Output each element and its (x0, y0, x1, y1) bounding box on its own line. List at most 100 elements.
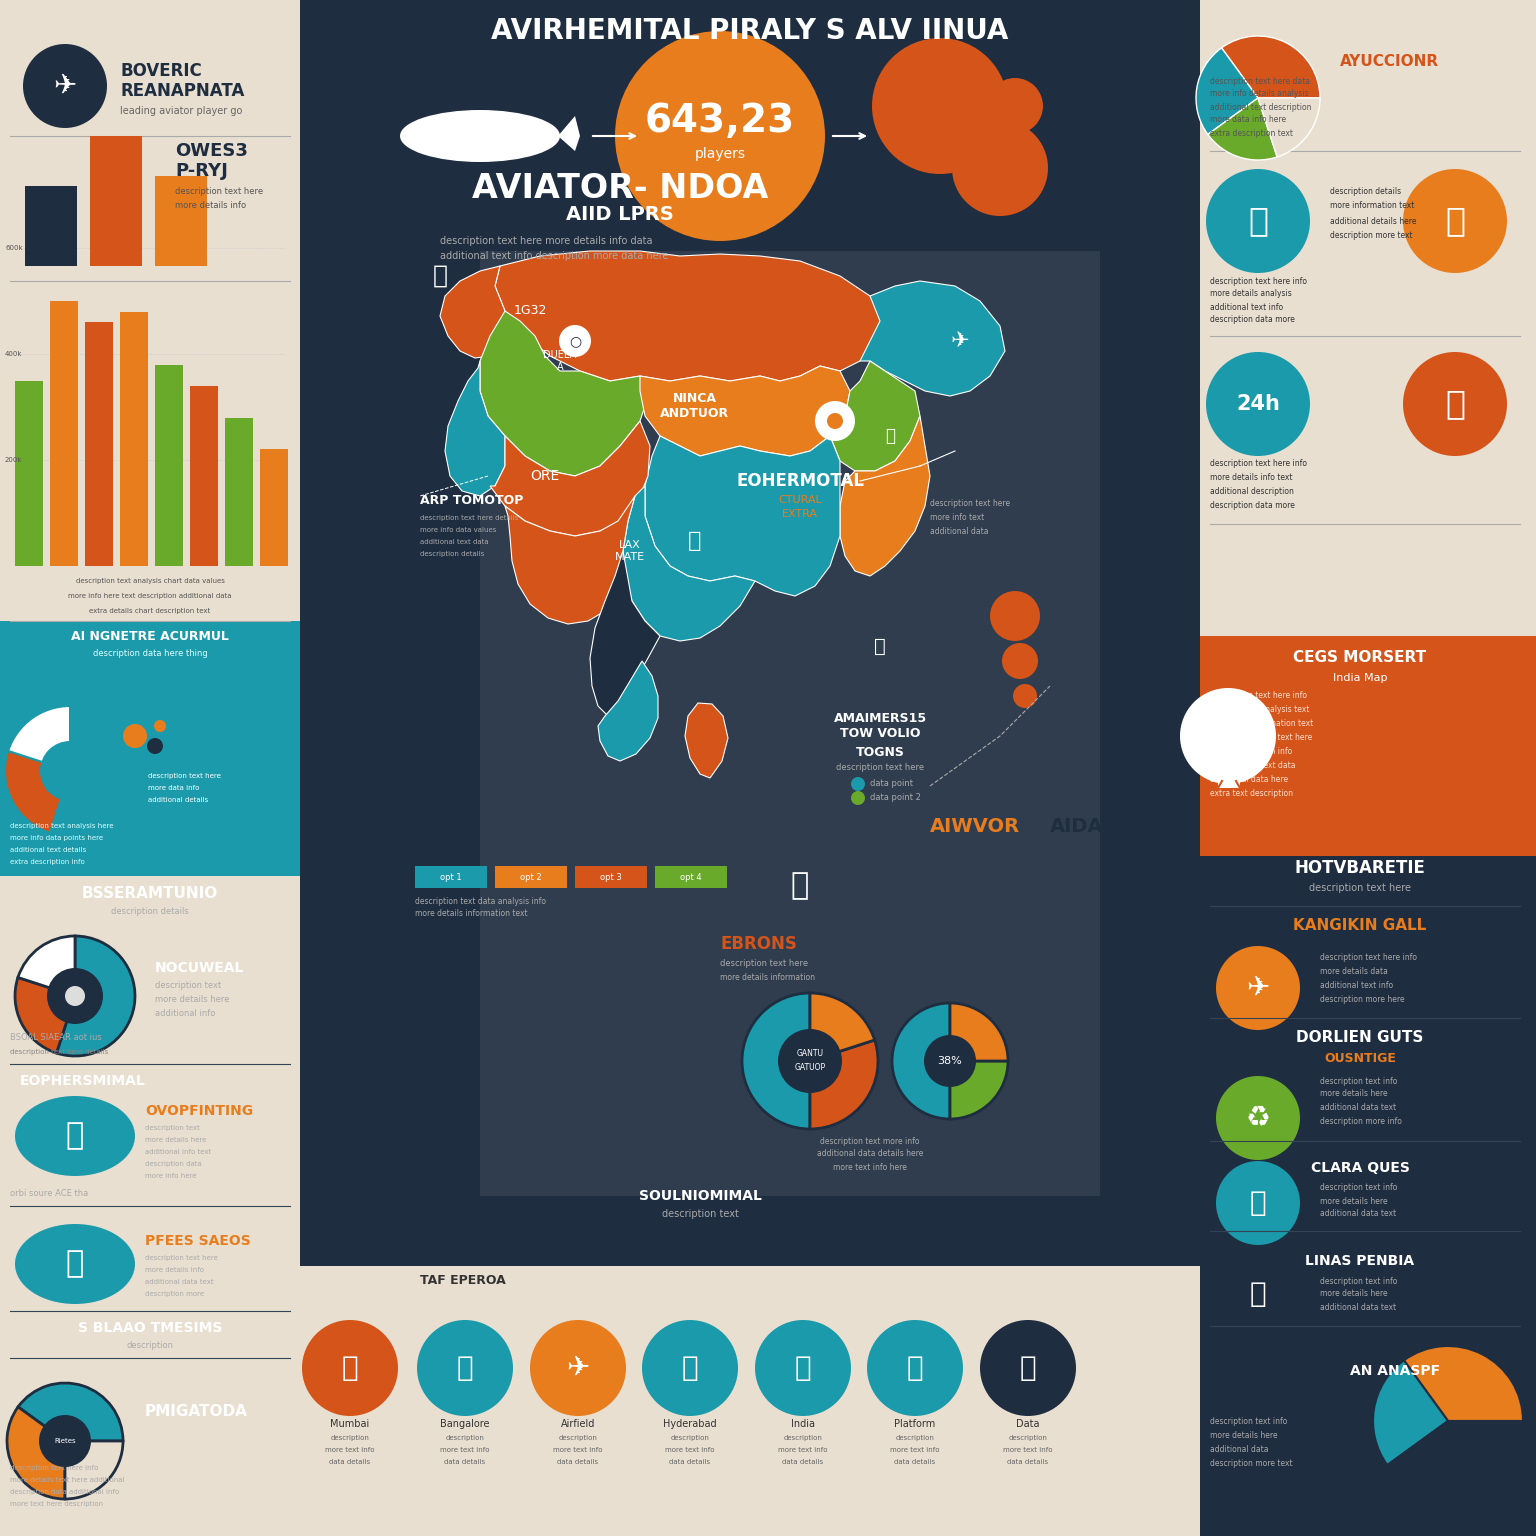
Circle shape (1001, 644, 1038, 679)
Wedge shape (15, 977, 75, 1054)
Text: 🏠: 🏠 (456, 1355, 473, 1382)
Text: additional text details: additional text details (11, 846, 86, 852)
Text: additional text info: additional text info (1319, 982, 1393, 991)
Text: description text here info: description text here info (11, 1465, 98, 1471)
Text: 200k: 200k (5, 458, 23, 462)
Text: data details: data details (329, 1459, 370, 1465)
Text: description more: description more (144, 1290, 204, 1296)
Polygon shape (479, 310, 650, 476)
Polygon shape (840, 416, 929, 576)
Wedge shape (1404, 1346, 1524, 1421)
Bar (1200, 636, 1536, 856)
Text: DORLIEN GUTS: DORLIEN GUTS (1296, 1031, 1424, 1046)
Text: India: India (791, 1419, 816, 1428)
Text: additional details: additional details (147, 797, 209, 803)
Text: description data here thing: description data here thing (92, 650, 207, 659)
Text: EBRONS: EBRONS (720, 935, 797, 952)
Text: more details info: more details info (175, 201, 246, 210)
Bar (155, 177, 207, 266)
Circle shape (147, 737, 163, 754)
Circle shape (826, 413, 843, 429)
Text: more details here: more details here (1319, 1089, 1387, 1098)
Circle shape (65, 986, 84, 1006)
Text: description text analysis here: description text analysis here (11, 823, 114, 829)
Wedge shape (1197, 48, 1258, 135)
Polygon shape (439, 266, 505, 358)
Wedge shape (1207, 98, 1276, 160)
Text: ✈: ✈ (567, 1355, 590, 1382)
Text: PFEES SAEOS: PFEES SAEOS (144, 1233, 250, 1247)
Text: 600k: 600k (5, 246, 23, 250)
Text: 🗺: 🗺 (1020, 1355, 1037, 1382)
Text: 📷: 📷 (341, 1355, 358, 1382)
Circle shape (851, 791, 865, 805)
Text: description text here data: description text here data (1210, 77, 1310, 86)
Text: description text more info: description text more info (820, 1137, 920, 1146)
Text: description more info: description more info (1319, 1117, 1402, 1126)
Text: description more text here: description more text here (1210, 734, 1312, 742)
Text: more details here: more details here (1210, 1432, 1278, 1441)
Wedge shape (49, 707, 135, 836)
Text: orbi soure ACE tha: orbi soure ACE tha (11, 1189, 88, 1198)
Text: more details information: more details information (720, 974, 816, 983)
Text: additional data: additional data (1210, 1445, 1269, 1455)
Text: ○: ○ (568, 333, 581, 349)
Polygon shape (439, 131, 521, 141)
Text: more information text: more information text (1330, 201, 1415, 210)
Wedge shape (1387, 1421, 1524, 1496)
Text: description: description (445, 1435, 484, 1441)
Text: more details here: more details here (1319, 1197, 1387, 1206)
Text: PMIGATODA: PMIGATODA (144, 1404, 247, 1419)
Text: more details data: more details data (1319, 968, 1389, 977)
Text: description text data analysis info: description text data analysis info (415, 897, 545, 906)
Text: EOPHERSMIMAL: EOPHERSMIMAL (20, 1074, 146, 1087)
Text: more details here: more details here (1319, 1290, 1387, 1298)
Wedge shape (8, 707, 71, 771)
Text: description text info: description text info (1210, 1416, 1287, 1425)
Text: description text here details: description text here details (419, 515, 518, 521)
Text: TAF EPEROA: TAF EPEROA (419, 1275, 505, 1287)
Text: HOTVBARETIE: HOTVBARETIE (1295, 859, 1425, 877)
Wedge shape (57, 935, 135, 1055)
Bar (84, 323, 114, 565)
Circle shape (154, 720, 166, 733)
Text: AMAIMERS15
TOW VOLIO: AMAIMERS15 TOW VOLIO (834, 713, 926, 740)
Text: description text here: description text here (144, 1255, 218, 1261)
Text: description: description (1009, 1435, 1048, 1441)
Text: EXTRA: EXTRA (782, 508, 819, 519)
Circle shape (23, 45, 108, 127)
Text: Hyderabad: Hyderabad (664, 1419, 717, 1428)
Text: more text info: more text info (779, 1447, 828, 1453)
Text: AVIRHEMITAL PIRALY S ALV IINUA: AVIRHEMITAL PIRALY S ALV IINUA (492, 17, 1009, 45)
Text: additional data text: additional data text (1319, 1303, 1396, 1312)
Circle shape (303, 1319, 398, 1416)
Text: additional data text: additional data text (1319, 1103, 1396, 1112)
Text: SOULNIOMIMAL: SOULNIOMIMAL (639, 1189, 762, 1203)
Circle shape (38, 1415, 91, 1467)
Text: BOVERIC: BOVERIC (120, 61, 201, 80)
Text: Rietes: Rietes (54, 1438, 75, 1444)
Text: ✈: ✈ (1246, 974, 1270, 1001)
Text: more text info: more text info (891, 1447, 940, 1453)
Circle shape (642, 1319, 737, 1416)
Circle shape (614, 31, 825, 241)
Text: description text info: description text info (1319, 1184, 1398, 1192)
Bar (0, 621, 300, 876)
Text: CEGS MORSERT: CEGS MORSERT (1293, 651, 1427, 665)
Text: more text info: more text info (326, 1447, 375, 1453)
Wedge shape (5, 751, 71, 833)
Text: extra text description: extra text description (1210, 790, 1293, 799)
Text: 1G32: 1G32 (513, 304, 547, 318)
Text: additional text info description more data here: additional text info description more da… (439, 250, 668, 261)
Text: DUELA
A: DUELA A (544, 350, 576, 372)
Text: description: description (126, 1341, 174, 1350)
Ellipse shape (15, 1097, 135, 1177)
Text: additional text info: additional text info (1210, 303, 1283, 312)
Circle shape (779, 1029, 842, 1094)
Text: description text here info: description text here info (1210, 459, 1307, 468)
Text: LAX
MATE: LAX MATE (614, 541, 645, 562)
Text: 📊: 📊 (794, 1355, 811, 1382)
Text: description text here: description text here (836, 763, 925, 773)
Text: additional information text: additional information text (1210, 719, 1313, 728)
Text: additional details here: additional details here (1330, 217, 1416, 226)
